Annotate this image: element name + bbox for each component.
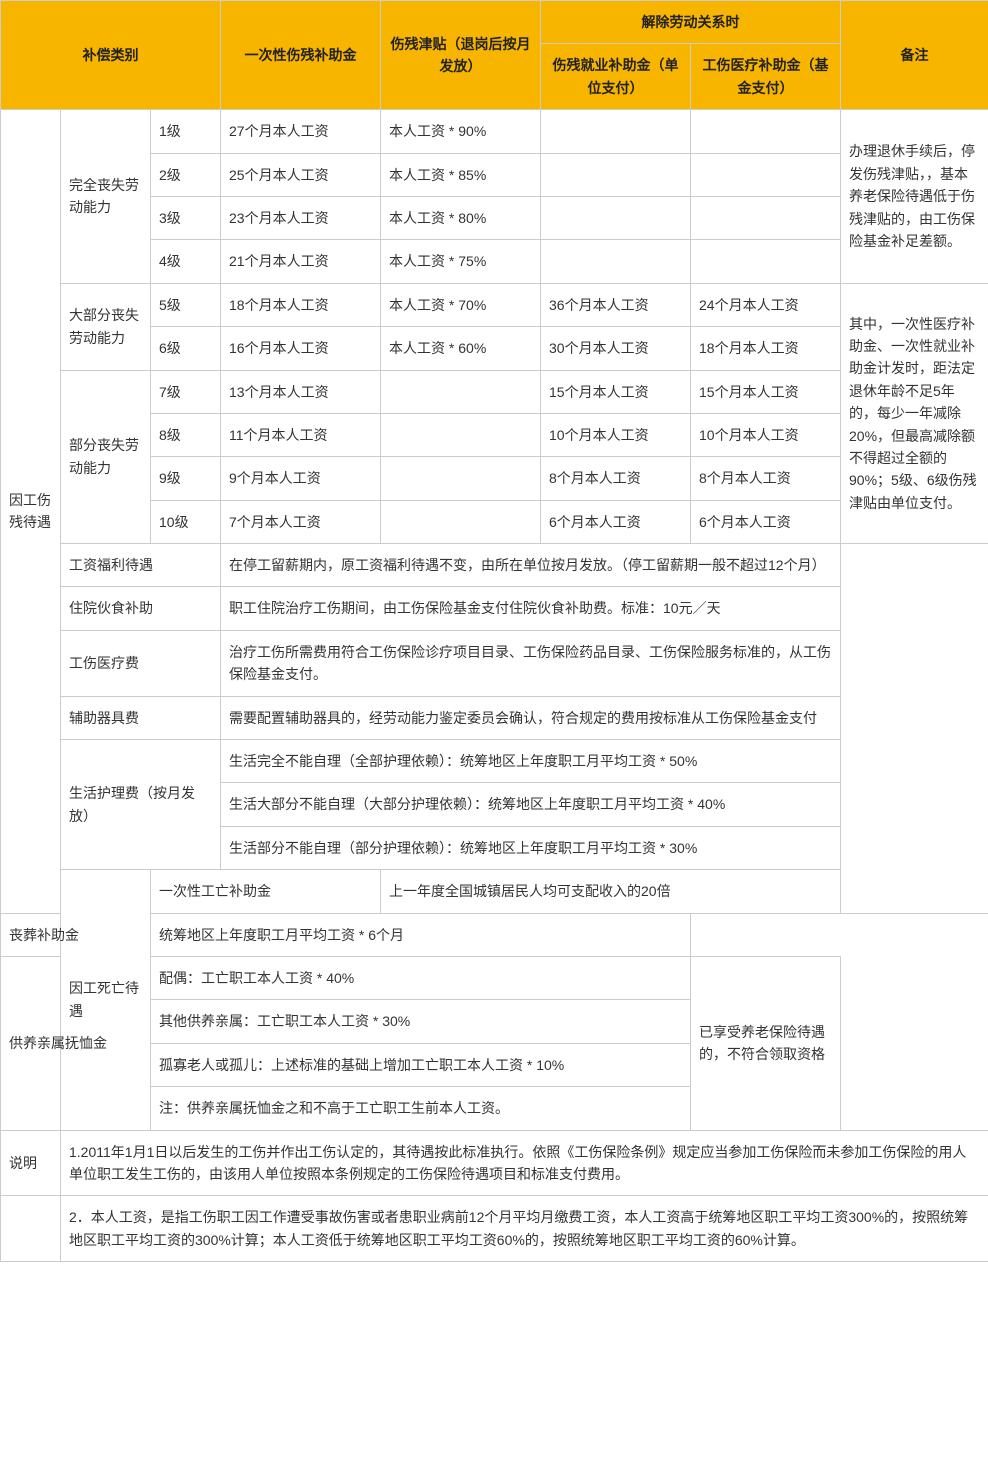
onetime-l9: 9个月本人工资 [221, 457, 381, 500]
onetime-l3: 23个月本人工资 [221, 196, 381, 239]
th-fund-pay: 工伤医疗补助金（基金支付） [691, 44, 841, 110]
salary-text: 在停工留薪期内，原工资福利待遇不变，由所在单位按月发放。（停工留薪期一般不超过1… [221, 544, 841, 587]
row-hosp: 住院伙食补助 职工住院治疗工伤期间，由工伤保险基金支付住院伙食补助费。标准：10… [1, 587, 988, 630]
emppay-l8: 10个月本人工资 [541, 413, 691, 456]
funeral-label: 丧葬补助金 [1, 913, 151, 956]
th-termination: 解除劳动关系时 [541, 1, 841, 44]
fundpay-l6: 18个月本人工资 [691, 327, 841, 370]
depend-note: 注：供养亲属抚恤金之和不高于工亡职工生前本人工资。 [151, 1087, 691, 1130]
row-aid: 辅助器具费 需要配置辅助器具的，经劳动能力鉴定委员会确认，符合规定的费用按标准从… [1, 696, 988, 739]
onetime-l10: 7个月本人工资 [221, 500, 381, 543]
fundpay-l7: 15个月本人工资 [691, 370, 841, 413]
onetime-l1: 27个月本人工资 [221, 110, 381, 153]
explain-label: 说明 [1, 1130, 61, 1196]
fundpay-l1 [691, 110, 841, 153]
funeral-text: 统筹地区上年度职工月平均工资 * 6个月 [151, 913, 691, 956]
emppay-l7: 15个月本人工资 [541, 370, 691, 413]
header-row-1: 补偿类别 一次性伤残补助金 伤残津贴（退岗后按月发放） 解除劳动关系时 备注 [1, 1, 988, 44]
section1-label: 因工伤残待遇 [1, 110, 61, 913]
death-remark: 已享受养老保险待遇的，不符合领取资格 [691, 956, 841, 1130]
row-funeral: 丧葬补助金 统筹地区上年度职工月平均工资 * 6个月 [1, 913, 988, 956]
row-explain1: 说明 1.2011年1月1日以后发生的工伤并作出工伤认定的，其待遇按此标准执行。… [1, 1130, 988, 1196]
hosp-text: 职工住院治疗工伤期间，由工伤保险基金支付住院伙食补助费。标准：10元／天 [221, 587, 841, 630]
level-8: 8级 [151, 413, 221, 456]
emppay-l1 [541, 110, 691, 153]
med-text: 治疗工伤所需费用符合工伤保险诊疗项目目录、工伤保险药品目录、工伤保险服务标准的，… [221, 630, 841, 696]
fundpay-l9: 8个月本人工资 [691, 457, 841, 500]
level-1: 1级 [151, 110, 221, 153]
row-care1: 生活护理费（按月发放） 生活完全不能自理（全部护理依赖）：统筹地区上年度职工月平… [1, 740, 988, 783]
death-onetime-label: 一次性工亡补助金 [151, 870, 381, 913]
cat-most-loss: 大部分丧失劳动能力 [61, 283, 151, 370]
salary-label: 工资福利待遇 [61, 544, 221, 587]
fundpay-l10: 6个月本人工资 [691, 500, 841, 543]
allowance-l1: 本人工资 * 90% [381, 110, 541, 153]
aid-label: 辅助器具费 [61, 696, 221, 739]
cat-full-loss: 完全丧失劳动能力 [61, 110, 151, 284]
explain2-text: 2．本人工资，是指工伤职工因工作遭受事故伤害或者患职业病前12个月平均月缴费工资… [61, 1196, 988, 1262]
allowance-l2: 本人工资 * 85% [381, 153, 541, 196]
fundpay-l8: 10个月本人工资 [691, 413, 841, 456]
remark2: 其中，一次性医疗补助金、一次性就业补助金计发时，距法定退休年龄不足5年的，每少一… [841, 283, 988, 543]
emppay-l10: 6个月本人工资 [541, 500, 691, 543]
care-label: 生活护理费（按月发放） [61, 740, 221, 870]
level-9: 9级 [151, 457, 221, 500]
death-onetime-text: 上一年度全国城镇居民人均可支配收入的20倍 [381, 870, 988, 913]
emppay-l9: 8个月本人工资 [541, 457, 691, 500]
compensation-table: 补偿类别 一次性伤残补助金 伤残津贴（退岗后按月发放） 解除劳动关系时 备注 伤… [0, 0, 988, 1262]
aid-text: 需要配置辅助器具的，经劳动能力鉴定委员会确认，符合规定的费用按标准从工伤保险基金… [221, 696, 841, 739]
care2-text: 生活大部分不能自理（大部分护理依赖）：统筹地区上年度职工月平均工资 * 40% [221, 783, 841, 826]
th-remark: 备注 [841, 1, 988, 110]
fundpay-l5: 24个月本人工资 [691, 283, 841, 326]
care1-text: 生活完全不能自理（全部护理依赖）：统筹地区上年度职工月平均工资 * 50% [221, 740, 841, 783]
onetime-l2: 25个月本人工资 [221, 153, 381, 196]
spouse-text: 配偶：工亡职工本人工资 * 40% [151, 956, 691, 999]
onetime-l7: 13个月本人工资 [221, 370, 381, 413]
care3-text: 生活部分不能自理（部分护理依赖）：统筹地区上年度职工月平均工资 * 30% [221, 826, 841, 869]
other-text: 其他供养亲属：工亡职工本人工资 * 30% [151, 1000, 691, 1043]
row-death-onetime: 因工死亡待遇 一次性工亡补助金 上一年度全国城镇居民人均可支配收入的20倍 [1, 870, 988, 913]
row-l1: 因工伤残待遇 完全丧失劳动能力 1级 27个月本人工资 本人工资 * 90% 办… [1, 110, 988, 153]
allowance-l3: 本人工资 * 80% [381, 196, 541, 239]
th-allowance: 伤残津贴（退岗后按月发放） [381, 1, 541, 110]
level-3: 3级 [151, 196, 221, 239]
allowance-l4: 本人工资 * 75% [381, 240, 541, 283]
th-onetime: 一次性伤残补助金 [221, 1, 381, 110]
row-med: 工伤医疗费 治疗工伤所需费用符合工伤保险诊疗项目目录、工伤保险药品目录、工伤保险… [1, 630, 988, 696]
level-7: 7级 [151, 370, 221, 413]
cat-partial-loss: 部分丧失劳动能力 [61, 370, 151, 544]
onetime-l4: 21个月本人工资 [221, 240, 381, 283]
level-5: 5级 [151, 283, 221, 326]
emppay-l6: 30个月本人工资 [541, 327, 691, 370]
onetime-l8: 11个月本人工资 [221, 413, 381, 456]
onetime-l5: 18个月本人工资 [221, 283, 381, 326]
emppay-l5: 36个月本人工资 [541, 283, 691, 326]
hosp-label: 住院伙食补助 [61, 587, 221, 630]
th-category: 补偿类别 [1, 1, 221, 110]
row-l5: 大部分丧失劳动能力 5级 18个月本人工资 本人工资 * 70% 36个月本人工… [1, 283, 988, 326]
level-2: 2级 [151, 153, 221, 196]
level-4: 4级 [151, 240, 221, 283]
allowance-l5: 本人工资 * 70% [381, 283, 541, 326]
level-6: 6级 [151, 327, 221, 370]
explain1-text: 1.2011年1月1日以后发生的工伤并作出工伤认定的，其待遇按此标准执行。依照《… [61, 1130, 988, 1196]
row-salary: 工资福利待遇 在停工留薪期内，原工资福利待遇不变，由所在单位按月发放。（停工留薪… [1, 544, 988, 587]
med-label: 工伤医疗费 [61, 630, 221, 696]
allowance-l6: 本人工资 * 60% [381, 327, 541, 370]
th-emp-pay: 伤残就业补助金（单位支付） [541, 44, 691, 110]
row-l7: 部分丧失劳动能力 7级 13个月本人工资 15个月本人工资 15个月本人工资 [1, 370, 988, 413]
row-explain2: 2．本人工资，是指工伤职工因工作遭受事故伤害或者患职业病前12个月平均月缴费工资… [1, 1196, 988, 1262]
remark1: 办理退休手续后，停发伤残津贴，，基本养老保险待遇低于伤残津贴的，由工伤保险基金补… [841, 110, 988, 284]
level-10: 10级 [151, 500, 221, 543]
orphan-text: 孤寡老人或孤儿：上述标准的基础上增加工亡职工本人工资 * 10% [151, 1043, 691, 1086]
onetime-l6: 16个月本人工资 [221, 327, 381, 370]
row-spouse: 供养亲属抚恤金 配偶：工亡职工本人工资 * 40% 已享受养老保险待遇的，不符合… [1, 956, 988, 999]
